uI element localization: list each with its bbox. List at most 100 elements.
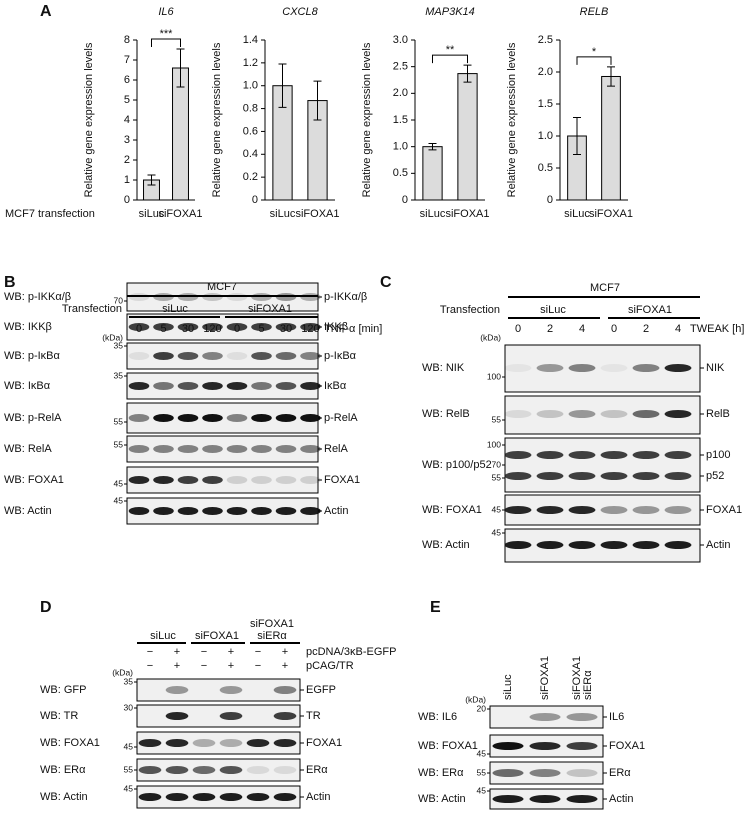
lane-label: 0	[611, 323, 617, 335]
band	[153, 445, 174, 453]
target-label: IKKβ	[324, 321, 348, 333]
y-axis-label: Relative gene expression levels	[83, 42, 95, 197]
blot-label: WB: GFP	[40, 684, 86, 696]
band	[632, 472, 660, 480]
treatment-sign: −	[147, 660, 153, 672]
group-label: siFOXA1	[195, 630, 239, 642]
band	[153, 476, 174, 484]
kda-marker: 70	[492, 459, 502, 469]
target-label: IκBα	[324, 380, 347, 392]
blot-label: WB: p-IκBα	[4, 350, 61, 362]
group-label: siLuc	[150, 630, 176, 642]
bar	[172, 67, 189, 201]
band	[600, 541, 628, 549]
band	[492, 742, 524, 750]
band	[300, 382, 321, 390]
y-tick-label: 0	[547, 194, 553, 206]
error-bar	[428, 142, 437, 151]
treatment-label: pcDNA/3κB-EGFP	[306, 646, 396, 658]
band	[568, 364, 596, 372]
kda-marker: 35	[114, 370, 124, 380]
treatment-label: pCAG/TR	[306, 660, 354, 672]
band	[300, 445, 321, 453]
band	[529, 713, 561, 721]
band	[504, 472, 532, 480]
band	[664, 541, 692, 549]
band	[246, 766, 270, 774]
band	[632, 541, 660, 549]
treatment-sign: −	[255, 646, 261, 658]
treatment-label: TNF-α [min]	[324, 323, 382, 335]
lane-label: 0	[234, 323, 240, 335]
error-bar	[573, 116, 581, 156]
target-label: FOXA1	[324, 474, 360, 486]
significance-bracket	[432, 54, 468, 64]
blot-label: WB: NIK	[422, 362, 465, 374]
band	[273, 793, 297, 801]
target-label: Actin	[306, 791, 330, 803]
band	[300, 323, 321, 331]
treatment-sign: −	[201, 646, 207, 658]
y-tick-label: 2.0	[538, 66, 553, 78]
blot-label: WB: p100/p52	[422, 459, 492, 471]
blot-label: WB: FOXA1	[418, 740, 478, 752]
y-tick-label: 0.2	[243, 171, 258, 183]
band	[138, 739, 162, 747]
lane-label: siFOXA1	[571, 656, 583, 700]
y-tick-label: 0	[124, 194, 130, 206]
band	[128, 445, 150, 453]
kda-marker: 45	[124, 741, 134, 751]
y-tick-label: 1.2	[243, 57, 258, 69]
band	[165, 686, 189, 694]
y-tick-label: 2.0	[393, 87, 408, 99]
band	[566, 795, 598, 803]
y-tick-label: 8	[124, 34, 130, 46]
band	[226, 352, 248, 360]
band	[600, 364, 628, 372]
band	[251, 352, 272, 360]
error-bar	[176, 48, 185, 88]
kda-marker: 45	[492, 527, 502, 537]
target-label: p52	[706, 470, 724, 482]
blot-label: WB: Actin	[4, 505, 52, 517]
chart-title: CXCL8	[282, 6, 318, 18]
x-tick-label: siFOXA1	[589, 208, 633, 220]
band	[536, 451, 564, 459]
significance-bracket	[576, 56, 612, 65]
band	[177, 507, 199, 515]
band	[568, 451, 596, 459]
band	[226, 445, 248, 453]
kda-label: (kDa)	[465, 694, 486, 704]
band	[504, 541, 532, 549]
kda-marker: 55	[124, 764, 134, 774]
y-tick-label: 1.5	[393, 114, 408, 126]
band	[226, 476, 248, 484]
band	[128, 323, 150, 331]
kda-marker: 45	[492, 504, 502, 514]
band	[504, 410, 532, 418]
treatment-sign: +	[174, 646, 180, 658]
y-tick-label: 1.5	[538, 98, 553, 110]
blot-label: WB: ERα	[40, 764, 86, 776]
x-tick-label: siLuc	[139, 208, 165, 220]
band	[177, 414, 199, 422]
band	[251, 382, 272, 390]
target-label: p-IκBα	[324, 350, 357, 362]
y-axis-label: Relative gene expression levels	[211, 42, 223, 197]
y-tick-label: 1.0	[243, 80, 258, 92]
target-label: ERα	[609, 767, 631, 779]
chart-title: IL6	[158, 6, 174, 18]
y-tick-label: 1.0	[538, 130, 553, 142]
y-tick-label: 7	[124, 54, 130, 66]
kda-marker: 55	[477, 767, 487, 777]
group-label: siFOXA1	[248, 303, 292, 315]
lane-label: 5	[258, 323, 264, 335]
band	[226, 414, 248, 422]
band	[177, 323, 199, 331]
y-tick-label: 1.4	[243, 34, 258, 46]
band	[632, 506, 660, 514]
x-axis-label: MCF7 transfection	[5, 208, 95, 220]
band	[202, 445, 223, 453]
panel-letter: D	[40, 599, 52, 616]
